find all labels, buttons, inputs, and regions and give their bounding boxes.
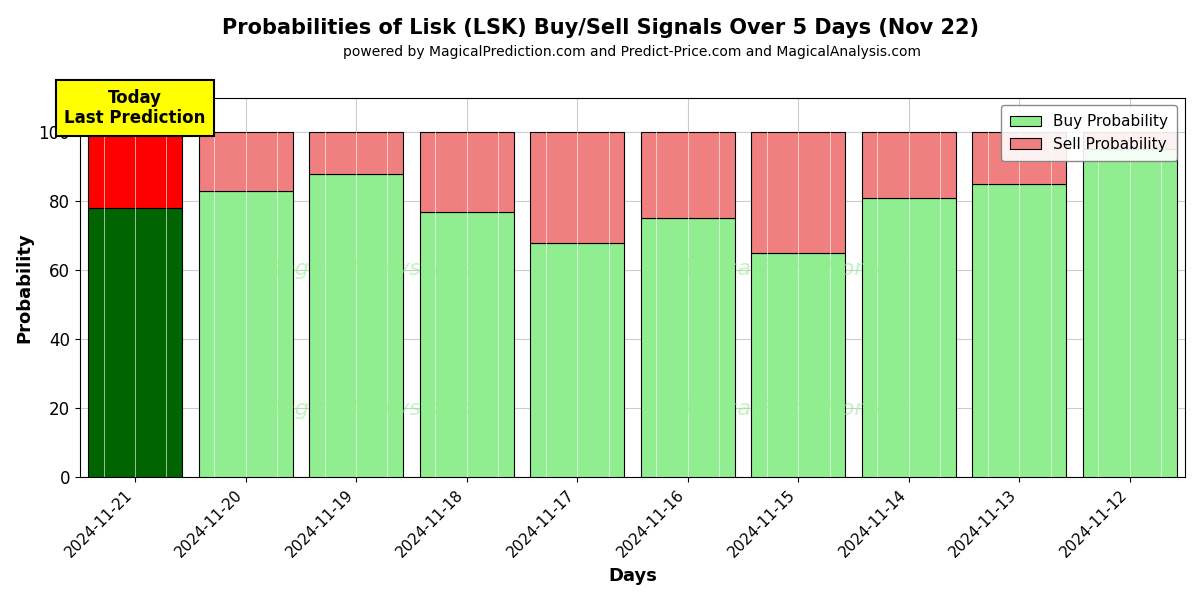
Text: MagicalAnalysis.com: MagicalAnalysis.com [263, 259, 494, 278]
Bar [641, 132, 734, 218]
Bar [751, 132, 845, 253]
Y-axis label: Probability: Probability [14, 232, 32, 343]
Bar [88, 132, 182, 208]
Bar [420, 132, 514, 212]
Bar [199, 132, 293, 191]
Text: Probabilities of Lisk (LSK) Buy/Sell Signals Over 5 Days (Nov 22): Probabilities of Lisk (LSK) Buy/Sell Sig… [222, 18, 978, 38]
Bar [530, 132, 624, 242]
Title: powered by MagicalPrediction.com and Predict-Price.com and MagicalAnalysis.com: powered by MagicalPrediction.com and Pre… [343, 45, 922, 59]
Legend: Buy Probability, Sell Probability: Buy Probability, Sell Probability [1001, 106, 1177, 161]
Bar [1082, 132, 1177, 149]
Text: MagicalAnalysis.com: MagicalAnalysis.com [263, 399, 494, 419]
Text: MagicalPrediction.com: MagicalPrediction.com [673, 399, 924, 419]
Text: MagicalPrediction.com: MagicalPrediction.com [673, 259, 924, 278]
Bar [862, 132, 955, 198]
Bar [862, 198, 955, 478]
Bar [751, 253, 845, 478]
Bar [972, 184, 1067, 478]
Bar [199, 191, 293, 478]
Bar [310, 173, 403, 478]
Bar [530, 242, 624, 478]
Bar [1082, 149, 1177, 478]
X-axis label: Days: Days [608, 567, 656, 585]
Bar [88, 208, 182, 478]
Bar [420, 212, 514, 478]
Bar [641, 218, 734, 478]
Text: Today
Last Prediction: Today Last Prediction [65, 89, 206, 127]
Bar [972, 132, 1067, 184]
Bar [310, 132, 403, 173]
